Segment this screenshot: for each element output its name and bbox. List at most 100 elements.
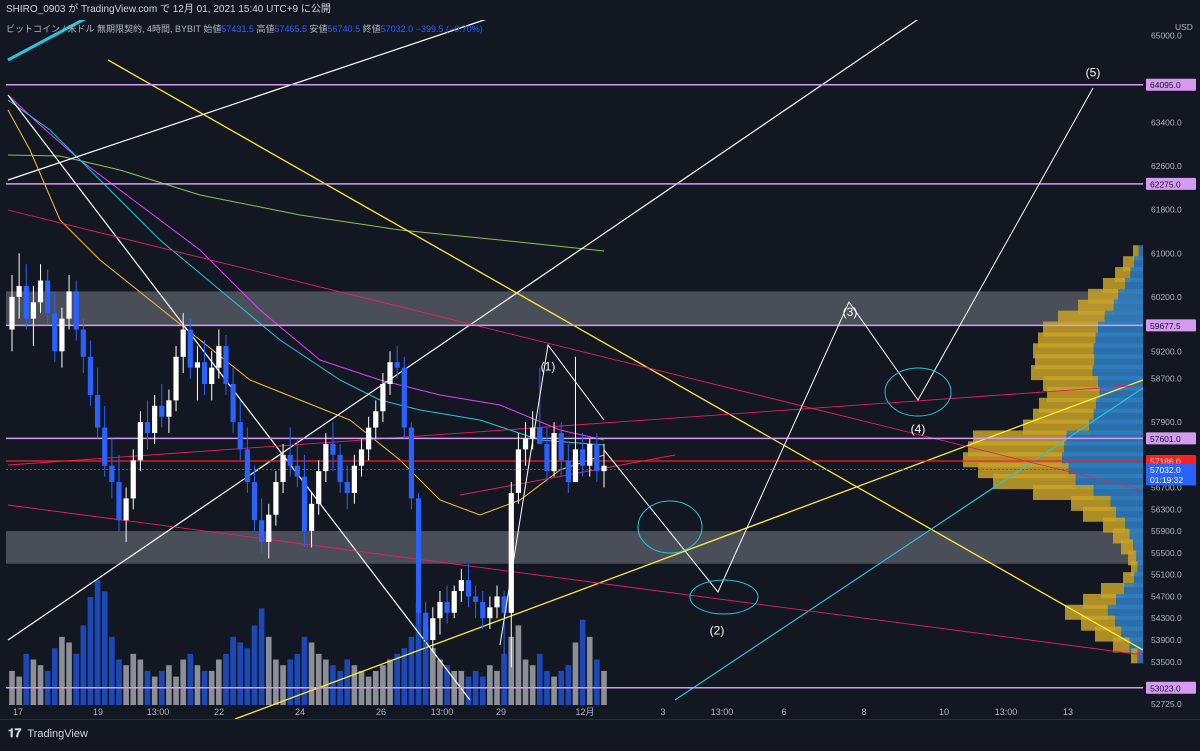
volume-bar [187,653,194,705]
volume-bar [430,648,436,705]
candle-body [244,449,250,483]
candle-body [444,601,450,613]
candle-body [273,482,279,515]
volume-bar [23,653,30,705]
volume-bar [16,676,22,705]
candle-body [301,476,308,532]
target-ellipse [689,579,759,615]
volume-profile-bar [1137,648,1143,664]
volume-bar [551,676,557,705]
candle-body [601,465,607,472]
time-tick-label: 19 [93,707,103,717]
ma-orange-line [7,109,605,516]
candle-body [16,285,22,297]
candle-body [23,285,29,319]
price-axis-currency: USD [1175,22,1193,32]
candle-body [94,394,101,428]
candle-body [230,384,236,423]
volume-profile-bar [1134,572,1143,588]
volume-profile-bar [1136,550,1143,566]
symbol-legend[interactable]: ビットコイン / 米ドル 無期限契約, 4時間, BYBIT 始値57431.5… [6,22,483,35]
publisher-line: SHIRO_0903 が TradingView.com で 12月 01, 2… [6,4,331,15]
volume-bar [465,676,472,705]
candle-body [366,427,372,450]
trend-line [7,17,491,181]
volume-bar [537,653,543,705]
candle-body [451,590,457,613]
volume-bar [501,653,507,705]
volume-bar [109,636,115,705]
candle-body [130,460,136,499]
level-tag-bg [1146,177,1196,190]
volume-bar [237,642,244,705]
trend-line [234,379,1144,720]
candle-body [401,367,407,428]
price-tick-label: 61000.0 [1151,248,1182,258]
candle-body [194,362,201,368]
level-tag-bg [1146,681,1196,694]
price-tick-label: 65000.0 [1151,30,1182,40]
time-tick-label: 6 [781,707,786,717]
price-tick-label: 58700.0 [1151,374,1182,384]
trend-line [674,387,1144,701]
candle-body [80,329,86,357]
price-tick-label: 56300.0 [1151,504,1182,514]
volume-bar [137,659,144,705]
candle-body [209,367,215,385]
candle-body [530,427,536,439]
last-price-tag: 57032.0 [1150,465,1181,475]
volume-bar [280,665,286,705]
candle-body [166,400,172,417]
candle-body [216,345,222,368]
zone-band [6,291,1143,326]
volume-bar [251,625,258,705]
volume-bar [365,676,372,705]
candle-body [351,465,357,493]
candle-body [316,471,322,504]
trend-line [7,209,1144,491]
volume-bar [572,642,579,705]
time-tick-label: 13:00 [147,707,170,717]
candle-body [458,580,464,591]
volume-bar [594,659,600,705]
price-tick-label: 55500.0 [1151,548,1182,558]
volume-bar [380,665,386,705]
candle-body [572,449,579,483]
publisher-bar: SHIRO_0903 が TradingView.com で 12月 01, 2… [0,0,1200,20]
candle-body [59,318,65,352]
price-tick-label: 60200.0 [1151,292,1182,302]
volume-bar [223,653,229,705]
volume-bar [522,659,529,705]
candle-body [537,427,543,444]
volume-profile-bar [1113,637,1130,653]
candle-body [109,465,115,483]
candle-body [9,296,15,330]
volume-bar [387,659,393,705]
tradingview-logo[interactable]: 𝟏𝟕 TradingView [8,726,88,741]
time-tick-label: 24 [295,707,305,717]
volume-bar [315,653,322,705]
volume-bar [80,625,87,705]
candle-body [266,514,272,542]
ma-green-line [7,154,605,252]
price-tick-label: 55100.0 [1151,570,1182,580]
footer-bar: 𝟏𝟕 TradingView [0,719,1200,747]
volume-bar [351,665,358,705]
candle-body [73,291,79,330]
candle-body [558,433,564,461]
candle-body [480,601,486,619]
legend-high-value: 57465.5 [274,24,308,34]
price-tick-label: 63400.0 [1151,118,1182,128]
volume-profile-bar [1138,245,1143,261]
candle-body [494,596,500,608]
volume-bar [51,648,58,705]
ma-magenta-line [7,94,605,441]
volume-bar [73,653,79,705]
candle-body [180,329,186,357]
time-tick-label: 13:00 [995,707,1018,717]
trend-line [7,94,471,701]
legend-high-label: 高値 [256,24,275,34]
